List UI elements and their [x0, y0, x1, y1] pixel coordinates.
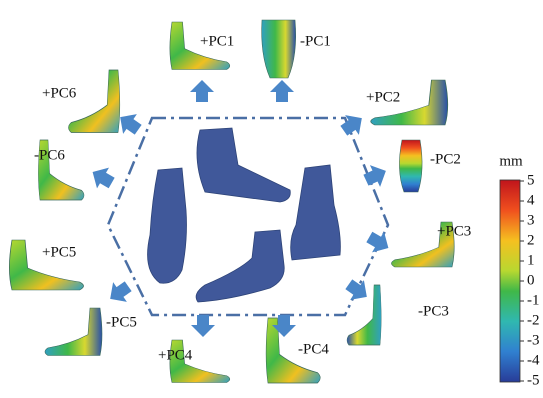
pc-label: +PC4 — [158, 347, 193, 363]
arrow — [270, 80, 294, 102]
tick-label: 3 — [527, 212, 535, 228]
foot — [148, 168, 187, 283]
pc-label: -PC5 — [106, 314, 137, 330]
tick-label: 2 — [527, 232, 535, 248]
arrow — [191, 315, 215, 337]
tick-label: -5 — [527, 372, 540, 388]
pc-label: -PC6 — [34, 147, 65, 163]
arrow — [87, 162, 118, 194]
foot — [262, 20, 296, 78]
tick-label: -4 — [527, 352, 540, 368]
tick-label: 5 — [527, 172, 535, 188]
pc-feet — [9, 20, 454, 383]
foot — [399, 140, 422, 192]
colorbar-scale — [500, 180, 520, 382]
arrow — [103, 276, 135, 308]
tick-label: 1 — [527, 252, 535, 268]
pc-label: +PC3 — [437, 223, 471, 239]
arrow — [190, 80, 214, 102]
foot — [291, 165, 341, 260]
arrow — [361, 160, 391, 191]
colorbar-unit: mm — [499, 153, 523, 169]
figure: +PC1 -PC1 +PC2 -PC2 +PC3 -PC3 +PC4 -PC4 … — [0, 0, 543, 398]
arrow — [342, 274, 374, 306]
arrow — [337, 108, 369, 140]
foot — [197, 128, 290, 202]
pc-label: -PC1 — [300, 33, 331, 49]
center-feet — [148, 128, 341, 302]
tick-label: -3 — [527, 332, 540, 348]
pc-label: +PC2 — [366, 89, 400, 105]
tick-label: -1 — [527, 292, 540, 308]
tick-label: 4 — [527, 192, 535, 208]
pc-label: +PC6 — [42, 85, 77, 101]
pc-label: -PC3 — [418, 303, 449, 319]
pc-label: +PC1 — [200, 33, 234, 49]
arrow — [363, 227, 394, 259]
foot — [196, 230, 284, 302]
pc-label: -PC4 — [298, 341, 329, 357]
foot — [45, 308, 102, 356]
pc-label: -PC2 — [430, 151, 461, 167]
tick-label: 0 — [527, 272, 535, 288]
colorbar: mm 5 4 3 2 1 0 -1 -2 -3 -4 -5 — [499, 153, 540, 388]
pc-label: +PC5 — [42, 244, 76, 260]
tick-label: -2 — [527, 312, 540, 328]
